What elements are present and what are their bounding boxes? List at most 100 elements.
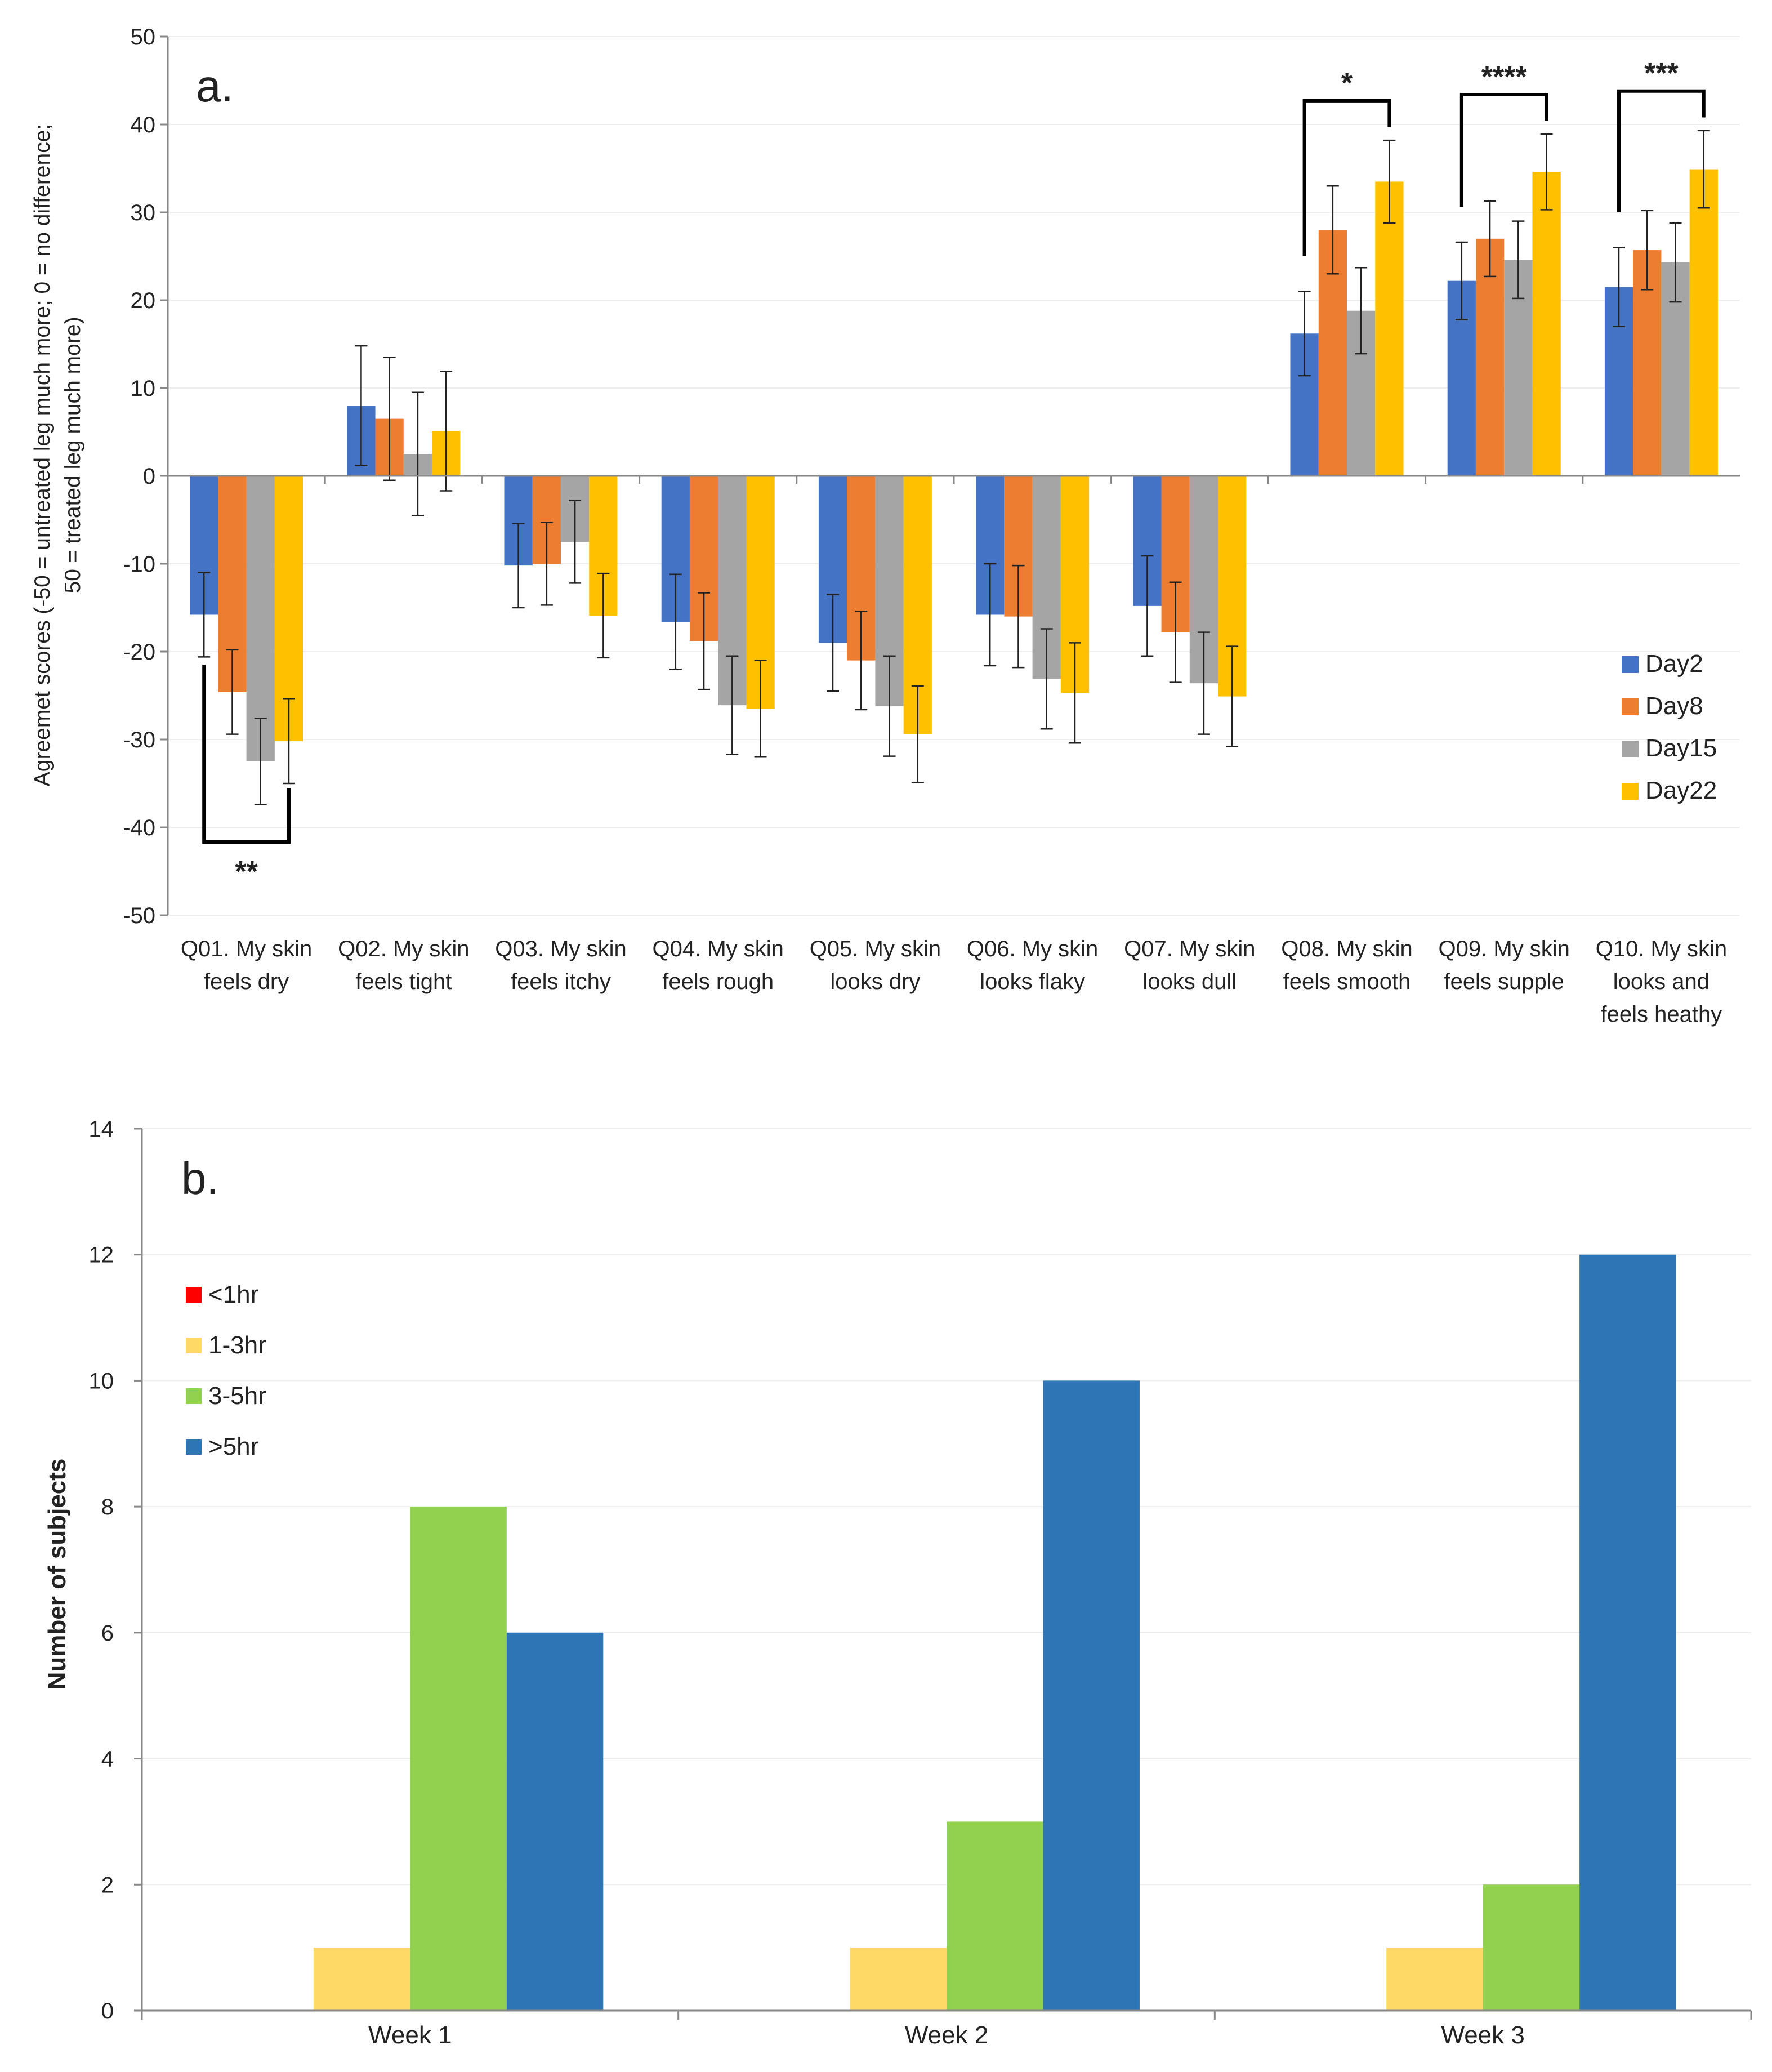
bar-1-3hr-week1 — [313, 1948, 410, 2011]
significance-stars: ** — [235, 855, 258, 888]
chart-b-y-tick-label: 4 — [101, 1747, 114, 1772]
chart-b-y-tick-label: 6 — [101, 1621, 114, 1646]
bar-day22-q8 — [1375, 181, 1404, 476]
chart-b-y-tick-label: 8 — [101, 1495, 114, 1520]
chart-a-axes — [167, 37, 1740, 915]
bar-5hr-week1 — [506, 1632, 604, 2011]
chart-a-category-label: feels supple — [1444, 969, 1564, 994]
significance-bracket — [202, 665, 291, 844]
chart-b-axes — [141, 1129, 1752, 2020]
chart-a-category-label: feels heathy — [1601, 1002, 1722, 1027]
chart-a-y-axis-label-line1: Agreemet scores (-50 = untreated leg muc… — [30, 124, 55, 786]
legend-label-day22: Day22 — [1645, 777, 1717, 804]
chart-a-legend: Day2 Day8 Day15 Day22 — [1622, 650, 1717, 804]
chart-a-category-label: Q05. My skin — [810, 937, 941, 961]
legend-swatch-day22 — [1622, 783, 1639, 800]
significance-bracket — [1459, 92, 1548, 207]
chart-a-category-label: looks flaky — [980, 969, 1085, 994]
chart-a-y-tick-label: 0 — [143, 464, 155, 489]
chart-b-y-axis-label: Number of subjects — [43, 1459, 71, 1690]
chart-a-category-label: Q04. My skin — [652, 937, 783, 961]
legend-swatch-day2 — [1622, 656, 1639, 673]
chart-b-bars — [313, 1254, 1676, 2011]
chart-b-y-tick-label: 2 — [101, 1873, 114, 1897]
legend-label-day8: Day8 — [1645, 692, 1703, 720]
chart-a-error-bars — [198, 130, 1710, 805]
chart-a-significance-brackets: *** **** *** — [202, 57, 1706, 888]
chart-a-category-labels: Q01. My skin feels dry Q02. My skin feels t… — [181, 937, 1727, 1027]
chart-b-gridlines — [142, 1128, 1751, 1886]
chart-b-panel-label: b. — [181, 1153, 219, 1204]
chart-b-y-tick-label: 12 — [89, 1243, 114, 1268]
legend-swatch-day8 — [1622, 698, 1639, 715]
bar-3-5hr-week1 — [410, 1507, 507, 2011]
bar-1-3hr-week2 — [850, 1948, 947, 2011]
significance-bracket — [1617, 89, 1706, 212]
legend-label-5hr: >5hr — [208, 1433, 258, 1460]
chart-a-y-tick-label: 40 — [131, 113, 156, 137]
chart-a-category-label: feels rough — [662, 969, 774, 994]
bar-day15-q1 — [246, 476, 275, 761]
legend-label-day2: Day2 — [1645, 650, 1703, 678]
bar-day8-q9 — [1475, 238, 1505, 476]
bar-day22-q10 — [1689, 169, 1718, 476]
chart-a-category-label: feels tight — [355, 969, 452, 994]
chart-a-y-ticks: 50 40 30 20 10 0 -10 -20 -30 -40 -50 — [123, 25, 168, 928]
chart-a-y-tick-label: -50 — [123, 903, 155, 928]
chart-b-y-tick-label: 10 — [89, 1369, 114, 1393]
chart-b-y-tick-label: 0 — [101, 1999, 114, 2024]
legend-swatch-5hr — [186, 1439, 202, 1455]
chart-a-category-label: Q10. My skin — [1596, 937, 1727, 961]
legend-label-day15: Day15 — [1645, 734, 1717, 762]
bar-3-5hr-week3 — [1483, 1884, 1580, 2011]
chart-a-category-label: Q01. My skin — [181, 937, 312, 961]
chart-a-category-label: looks dull — [1142, 969, 1237, 994]
significance-bracket — [1302, 99, 1391, 256]
chart-a-category-label: feels smooth — [1283, 969, 1411, 994]
chart-a-panel-label: a. — [196, 61, 234, 111]
chart-a-category-label: looks and — [1613, 969, 1709, 994]
bar-1-3hr-week3 — [1386, 1948, 1483, 2011]
chart-b: 14 12 10 8 6 4 2 0 Week 1 Week 2 Week 3 <1hr 1-3hr… — [43, 1117, 1752, 2049]
chart-a-category-label: Q02. My skin — [338, 937, 469, 961]
chart-b-category-label: Week 1 — [368, 2021, 452, 2049]
chart-a-y-tick-label: 30 — [131, 200, 156, 225]
chart-a-category-label: feels itchy — [511, 969, 611, 994]
chart-a: 50 40 30 20 10 0 -10 -20 -30 -40 -50 Q01. My skin f… — [30, 25, 1740, 1027]
chart-a-bars — [190, 169, 1718, 761]
chart-a-y-tick-label: 20 — [131, 288, 156, 313]
chart-a-y-tick-label: -40 — [123, 816, 155, 840]
legend-label-1-3hr: 1-3hr — [208, 1331, 266, 1359]
bar-day22-q9 — [1532, 172, 1561, 476]
legend-swatch-3-5hr — [186, 1388, 202, 1404]
chart-b-category-labels: Week 1 Week 2 Week 3 — [368, 2021, 1525, 2049]
chart-a-category-label: looks dry — [830, 969, 920, 994]
chart-a-category-label: Q07. My skin — [1124, 937, 1255, 961]
bar-5hr-week2 — [1043, 1380, 1140, 2011]
bar-5hr-week3 — [1579, 1254, 1676, 2011]
significance-stars: **** — [1481, 61, 1528, 93]
legend-label-3-5hr: 3-5hr — [208, 1382, 266, 1410]
chart-a-y-tick-label: 10 — [131, 376, 156, 401]
chart-a-y-tick-label: 50 — [131, 25, 156, 50]
chart-a-category-label: Q08. My skin — [1281, 937, 1412, 961]
chart-a-category-label: Q06. My skin — [967, 937, 1098, 961]
legend-swatch-day15 — [1622, 741, 1639, 757]
bar-day22-q1 — [274, 476, 303, 742]
bar-3-5hr-week2 — [947, 1821, 1043, 2011]
chart-b-y-tick-label: 14 — [89, 1117, 114, 1142]
chart-a-category-label: Q03. My skin — [495, 937, 626, 961]
significance-stars: * — [1341, 67, 1353, 100]
chart-a-y-axis-label-line2: 50 = treated leg much more) — [61, 317, 85, 593]
legend-swatch-1hr — [186, 1287, 202, 1303]
legend-swatch-1-3hr — [186, 1338, 202, 1353]
chart-b-y-ticks: 14 12 10 8 6 4 2 0 — [89, 1117, 142, 2024]
chart-b-category-label: Week 2 — [905, 2021, 988, 2049]
chart-a-category-label: feels dry — [204, 969, 289, 994]
chart-a-category-label: Q09. My skin — [1438, 937, 1569, 961]
chart-b-category-label: Week 3 — [1441, 2021, 1524, 2049]
chart-a-y-tick-label: -10 — [123, 552, 155, 577]
legend-label-1hr: <1hr — [208, 1281, 258, 1308]
chart-b-legend: <1hr 1-3hr 3-5hr >5hr — [186, 1281, 266, 1460]
significance-stars: *** — [1644, 57, 1679, 90]
